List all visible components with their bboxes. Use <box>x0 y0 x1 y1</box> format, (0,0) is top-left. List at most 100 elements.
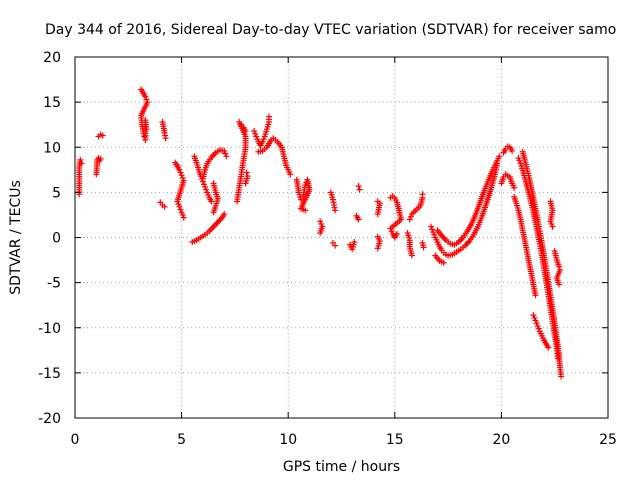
y-axis: -20 -15 -10 -5 0 5 10 15 20 <box>38 50 608 427</box>
data-point <box>222 150 229 157</box>
data-point <box>374 245 381 252</box>
data-point <box>317 229 324 236</box>
grid-lines <box>75 57 608 418</box>
data-point <box>204 189 211 196</box>
data-point <box>177 169 184 176</box>
y-tick-label: -15 <box>38 366 61 382</box>
data-point <box>332 207 339 214</box>
chart-title: Day 344 of 2016, Sidereal Day-to-day VTE… <box>45 22 616 38</box>
y-tick-label: 10 <box>43 140 61 156</box>
data-point <box>174 198 181 205</box>
data-point <box>266 113 273 120</box>
x-tick-label: 0 <box>71 432 80 448</box>
data-point <box>555 281 562 288</box>
data-point <box>545 344 552 351</box>
data-point <box>558 373 565 380</box>
data-point <box>511 184 518 191</box>
data-point <box>177 206 184 213</box>
data-point <box>202 183 209 190</box>
data-point <box>356 186 363 193</box>
data-point <box>180 214 187 221</box>
data-point <box>260 136 267 143</box>
x-tick-label: 25 <box>599 432 617 448</box>
data-point <box>243 169 250 176</box>
plot-frame <box>74 56 609 419</box>
data-point <box>99 132 106 139</box>
data-point <box>210 209 217 216</box>
data-point <box>355 216 362 223</box>
data-point <box>259 138 266 145</box>
data-point <box>254 136 261 143</box>
y-axis-label: SDTVAR / TECUs <box>8 180 24 295</box>
data-point <box>200 181 207 188</box>
y-tick-label: 20 <box>43 50 61 66</box>
data-point <box>205 192 212 199</box>
data-point <box>162 135 169 142</box>
data-point <box>393 230 400 237</box>
data-point <box>176 203 183 210</box>
y-tick-label: -10 <box>38 321 61 337</box>
data-point <box>419 191 426 198</box>
data-point <box>533 320 540 327</box>
data-point <box>515 155 522 162</box>
data-point <box>351 239 358 246</box>
data-point <box>431 231 438 238</box>
data-point <box>531 314 538 321</box>
data-point <box>555 263 562 270</box>
data-point <box>252 130 259 137</box>
data-point <box>516 157 523 164</box>
data-point <box>178 172 185 179</box>
data-point <box>548 220 555 227</box>
x-tick-label: 20 <box>492 432 510 448</box>
x-tick-label: 5 <box>177 432 186 448</box>
data-point <box>242 128 249 135</box>
y-tick-label: 15 <box>43 95 61 111</box>
data-point <box>287 171 294 178</box>
data-point <box>178 209 185 216</box>
data-point <box>440 259 447 266</box>
data-point <box>143 126 150 133</box>
data-point <box>355 183 362 190</box>
data-point <box>332 242 339 249</box>
data-point <box>496 153 503 160</box>
data-point <box>429 226 436 233</box>
data-point <box>408 252 415 259</box>
data-point <box>428 223 435 230</box>
data-point <box>97 155 104 162</box>
data-point <box>532 317 539 324</box>
data-point <box>534 322 541 329</box>
data-point <box>77 156 84 163</box>
data-point <box>175 201 182 208</box>
data-points <box>76 86 565 380</box>
data-point <box>141 133 148 140</box>
data-point <box>317 218 324 225</box>
data-point <box>223 153 230 160</box>
x-axis-label: GPS time / hours <box>283 459 400 475</box>
data-point <box>221 147 228 154</box>
data-point <box>302 207 309 214</box>
data-point <box>407 213 414 220</box>
data-point <box>530 312 537 319</box>
data-point <box>203 186 210 193</box>
data-point <box>406 216 413 223</box>
data-point <box>547 218 554 225</box>
y-tick-label: 0 <box>52 231 61 247</box>
data-point <box>374 211 381 218</box>
data-point <box>535 325 542 332</box>
data-point <box>251 128 258 135</box>
y-tick-label: 5 <box>52 185 61 201</box>
data-point <box>388 228 395 235</box>
data-point <box>179 211 186 218</box>
data-point <box>242 180 249 187</box>
data-point <box>532 292 539 299</box>
y-tick-label: -5 <box>47 276 61 292</box>
data-point <box>78 160 85 167</box>
data-point <box>221 211 228 218</box>
x-axis: 0 5 10 15 20 25 <box>71 57 617 448</box>
data-point <box>549 223 556 230</box>
data-point <box>142 93 149 100</box>
data-point <box>176 166 183 173</box>
data-point <box>253 133 260 140</box>
y-tick-label: -20 <box>38 411 61 427</box>
